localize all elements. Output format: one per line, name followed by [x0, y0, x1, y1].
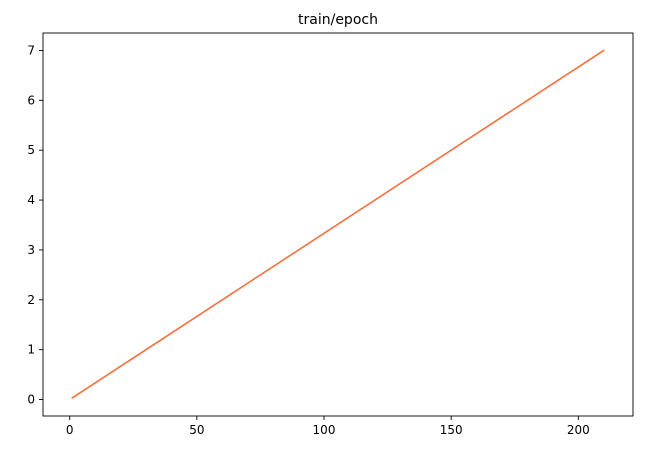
- plot-area: 0 50 100 150 200 0 1 2 3 4 5 6 7: [27, 32, 634, 437]
- x-tick-label: 150: [440, 423, 463, 437]
- y-tick-label: 7: [27, 43, 35, 57]
- series-line-0: [71, 49, 605, 399]
- y-tick-label: 2: [27, 293, 35, 307]
- x-tick-label: 0: [66, 423, 74, 437]
- y-tick-label: 5: [27, 143, 35, 157]
- x-tick-label: 200: [567, 423, 590, 437]
- y-tick-label: 3: [27, 243, 35, 257]
- chart-title: train/epoch: [298, 12, 378, 28]
- y-tick-label: 1: [27, 343, 35, 357]
- x-tick-label: 50: [189, 423, 204, 437]
- plot-frame: [42, 32, 634, 417]
- y-tick-label: 6: [27, 93, 35, 107]
- x-tick-label: 100: [313, 423, 336, 437]
- y-tick-label: 0: [27, 393, 35, 407]
- y-tick-label: 4: [27, 193, 35, 207]
